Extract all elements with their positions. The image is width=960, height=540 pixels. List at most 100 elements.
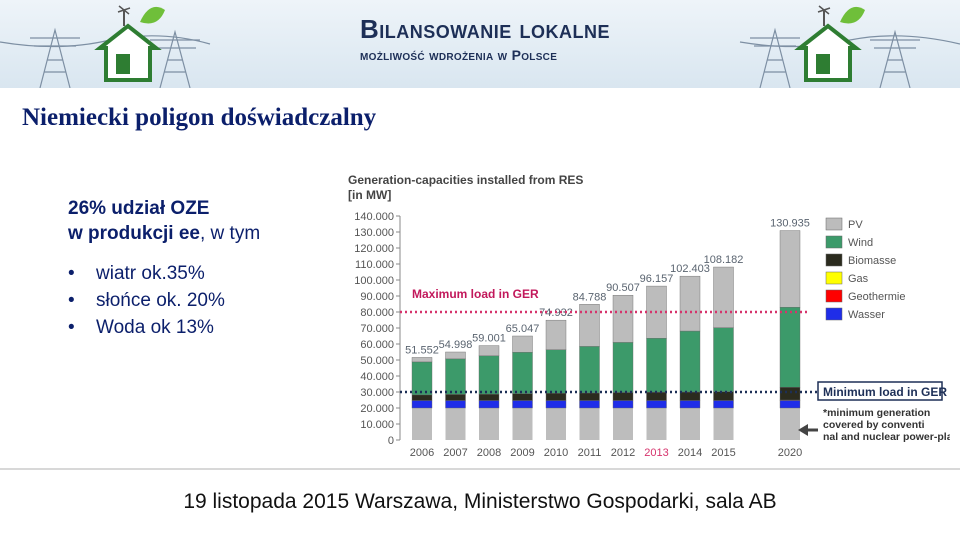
footer-text: 19 listopada 2015 Warszawa, Ministerstwo… (183, 490, 777, 513)
bar-segment-biomasse (579, 392, 600, 401)
y-tick-label: 0 (388, 435, 394, 447)
base-note-line: nal and nuclear power-plants (823, 431, 950, 443)
min-load-box (817, 381, 943, 401)
bar-segment-wasser (478, 400, 500, 409)
chart-title: Generation-capacities installed from RES (348, 173, 583, 187)
bar-segment-wind (579, 346, 600, 394)
x-tick-label: 2012 (611, 447, 635, 459)
y-tick-label: 90.000 (360, 291, 394, 303)
x-tick-label: 2009 (510, 447, 534, 459)
bar-base-segment (646, 408, 667, 440)
green-house-logo-icon (94, 5, 165, 82)
bar-segment-pv (545, 319, 567, 350)
bar-base-segment (613, 408, 633, 440)
bar-base-segment (412, 408, 432, 440)
brand-subtitle: możliwość wdrożenia w Polsce (360, 47, 558, 63)
bar-segment-pv (779, 230, 801, 308)
bar-base-segment (680, 408, 700, 440)
bullet-list: wiatr ok.35% słońce ok. 20% Woda ok 13% (68, 260, 225, 341)
bar-segment-pv (679, 275, 701, 332)
bar-total-label: 90.507 (606, 282, 640, 294)
legend-swatch-geothermie (825, 289, 843, 303)
bar-segment-biomasse (445, 394, 466, 401)
bar-total-label: 108.182 (704, 254, 744, 266)
bar-segment-wasser (545, 400, 567, 409)
x-tick-label: 2010 (544, 447, 568, 459)
legend-label-biomasse: Biomasse (848, 255, 896, 267)
legend-swatch-wind (825, 235, 843, 249)
bar-segment-biomasse (545, 393, 567, 401)
bar-segment-biomasse (478, 393, 500, 401)
bar-base-segment (579, 408, 600, 440)
bar-segment-pv (612, 294, 634, 343)
bar-segment-wasser (779, 400, 801, 409)
bar-segment-pv (512, 335, 533, 353)
bar-segment-biomasse (779, 386, 801, 401)
y-axis-unit-label: [in MW] (348, 188, 391, 202)
base-note-label: *minimum generation covered by conventi na… (823, 407, 950, 443)
bar-base-segment (512, 408, 533, 440)
bar-segment-wind (646, 338, 667, 393)
y-tick-label: 110.000 (355, 259, 394, 271)
bar-total-label: 65.047 (506, 323, 540, 335)
y-tick-label: 70.000 (360, 323, 394, 335)
bar-total-label: 84.788 (573, 291, 607, 303)
bar-total-label: 59.001 (472, 333, 506, 345)
bar-segment-wasser (411, 400, 433, 409)
bar-segment-wind (713, 327, 734, 392)
x-tick-label: 2020 (778, 447, 802, 459)
y-tick-label: 120.000 (354, 243, 394, 255)
bar-total-label: 51.552 (405, 345, 439, 357)
bar-base-segment (780, 408, 800, 440)
x-tick-label: 2011 (578, 447, 602, 459)
y-tick-label: 80.000 (360, 307, 394, 319)
footer-divider (0, 468, 960, 470)
bar-total-label: 54.998 (439, 339, 473, 351)
y-tick-label: 20.000 (360, 403, 394, 415)
x-tick-label: 2008 (477, 447, 501, 459)
legend-swatch-biomasse (825, 253, 843, 267)
legend-label-gas: Gas (848, 273, 869, 285)
legend-swatch-pv (825, 217, 843, 231)
bar-segment-wind (679, 330, 701, 393)
bar-segment-wasser (612, 400, 634, 409)
bar-segment-pv (579, 304, 600, 347)
bar-segment-wind (478, 355, 500, 395)
bar-segment-biomasse (411, 394, 433, 401)
bullet-item-water: Woda ok 13% (68, 314, 225, 341)
bar-base-segment (713, 408, 734, 440)
bar-base-segment (546, 408, 566, 440)
bar-segment-biomasse (512, 393, 533, 401)
y-tick-label: 40.000 (360, 371, 394, 383)
bar-segment-wasser (579, 400, 600, 409)
x-tick-label: 2015 (711, 447, 735, 459)
brand-title: Bilansowanie lokalne (360, 14, 610, 44)
bar-segment-pv (478, 345, 500, 357)
y-tick-label: 140.000 (354, 211, 394, 223)
bar-segment-wind (512, 352, 533, 394)
bar-segment-wind (545, 349, 567, 394)
legend-label-pv: PV (848, 219, 863, 231)
bar-total-label: 130.935 (770, 218, 810, 230)
x-tick-label: 2014 (678, 447, 702, 459)
y-tick-label: 100.000 (354, 275, 394, 287)
banner-decoration (0, 5, 960, 88)
intro-production: w produkcji ee (68, 223, 200, 244)
bar-segment-wasser (646, 400, 667, 409)
slide-title: Niemiecki poligon doświadczalny (22, 104, 377, 131)
bar-total-label: 96.157 (640, 273, 674, 285)
y-tick-label: 60.000 (360, 339, 394, 351)
legend-label-geothermie: Geothermie (848, 291, 905, 303)
bar-segment-wind (612, 342, 634, 393)
x-tick-label: 2006 (410, 447, 434, 459)
bar-segment-pv (713, 266, 734, 328)
legend-swatch-gas (825, 271, 843, 285)
green-house-logo-icon-right (794, 5, 865, 82)
bar-segment-wasser (713, 400, 734, 409)
bullet-item-wind: wiatr ok.35% (68, 260, 225, 287)
base-note-line: covered by conventi (823, 419, 925, 431)
max-load-label: Maximum load in GER (412, 287, 539, 301)
bar-segment-wasser (445, 400, 466, 409)
header-banner: Bilansowanie lokalne możliwość wdrożenia… (0, 0, 960, 88)
y-tick-label: 10.000 (360, 419, 394, 431)
